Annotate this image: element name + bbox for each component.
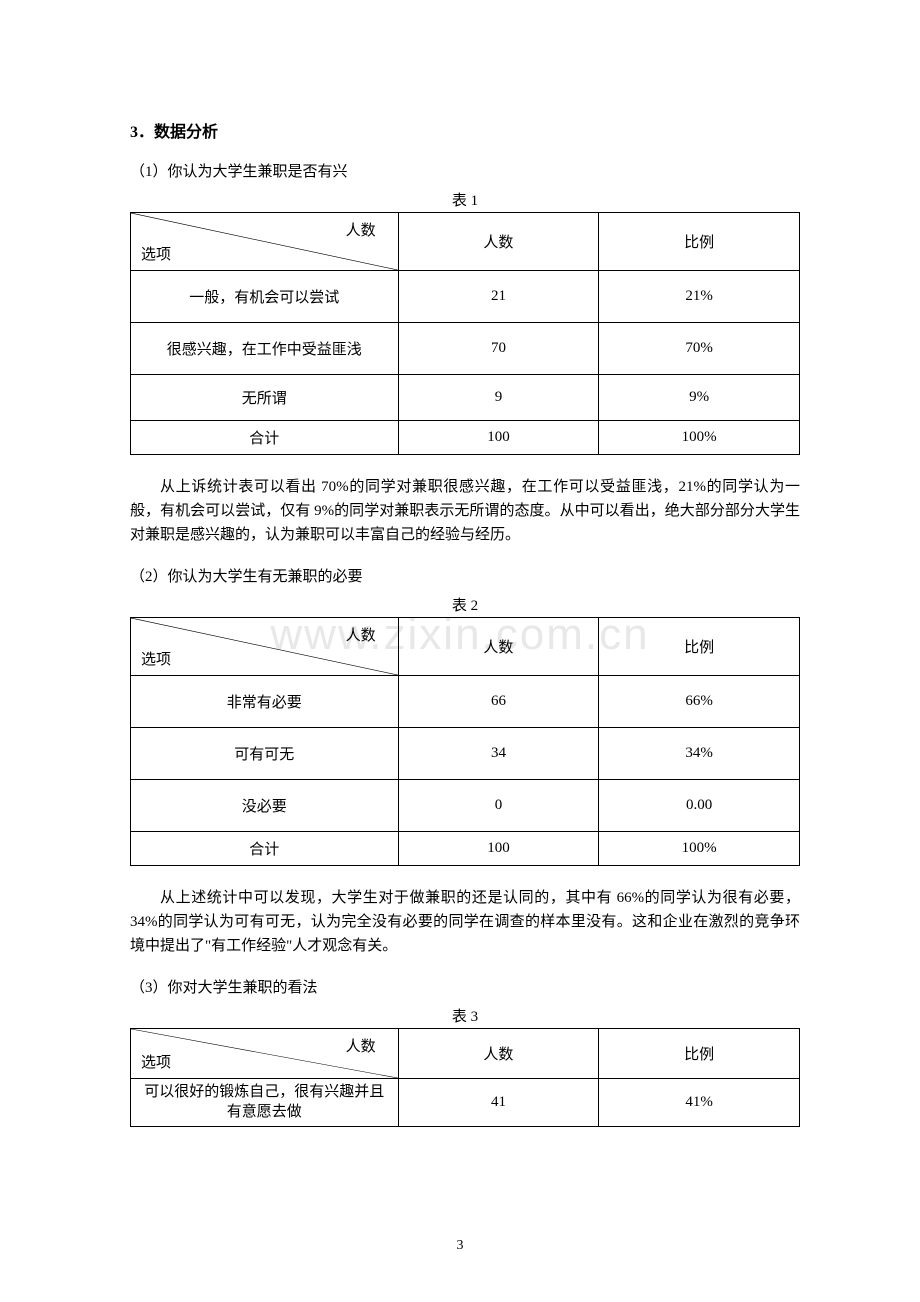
table-2-header-top: 人数 bbox=[346, 624, 376, 645]
cell-pct: 100% bbox=[599, 421, 800, 455]
table-1-col3-header: 比例 bbox=[599, 213, 800, 271]
table-3-header-diag: 人数 选项 bbox=[131, 1029, 399, 1079]
cell-pct: 70% bbox=[599, 323, 800, 375]
table-2-header-bottom: 选项 bbox=[141, 648, 171, 669]
table-1-header-bottom: 选项 bbox=[141, 243, 171, 264]
cell-pct: 21% bbox=[599, 271, 800, 323]
page-number: 3 bbox=[457, 1238, 464, 1254]
cell-count: 9 bbox=[398, 375, 599, 421]
question-3: （3）你对大学生兼职的看法 bbox=[130, 976, 800, 997]
cell-label: 很感兴趣，在工作中受益匪浅 bbox=[131, 323, 399, 375]
cell-label: 没必要 bbox=[131, 780, 399, 832]
cell-count: 100 bbox=[398, 832, 599, 866]
cell-label: 无所谓 bbox=[131, 375, 399, 421]
page-content: 3．数据分析 （1）你认为大学生兼职是否有兴 表 1 人数 选项 人数 比例 一… bbox=[130, 118, 800, 1127]
section-title: 3．数据分析 bbox=[130, 118, 800, 142]
paragraph-1: 从上诉统计表可以看出 70%的同学对兼职很感兴趣，在工作可以受益匪浅，21%的同… bbox=[130, 475, 800, 547]
table-1-caption: 表 1 bbox=[130, 189, 800, 210]
cell-count: 70 bbox=[398, 323, 599, 375]
cell-label: 可以很好的锻炼自己，很有兴趣并且有意愿去做 bbox=[131, 1079, 399, 1127]
table-row: 合计 100 100% bbox=[131, 421, 800, 455]
cell-count: 21 bbox=[398, 271, 599, 323]
table-3-header-top: 人数 bbox=[346, 1035, 376, 1056]
table-row: 非常有必要 66 66% bbox=[131, 676, 800, 728]
cell-pct: 34% bbox=[599, 728, 800, 780]
cell-label: 可有可无 bbox=[131, 728, 399, 780]
table-3-caption: 表 3 bbox=[130, 1005, 800, 1026]
table-row: 没必要 0 0.00 bbox=[131, 780, 800, 832]
cell-pct: 0.00 bbox=[599, 780, 800, 832]
table-row: 很感兴趣，在工作中受益匪浅 70 70% bbox=[131, 323, 800, 375]
table-row: 合计 100 100% bbox=[131, 832, 800, 866]
table-2-caption: 表 2 bbox=[130, 594, 800, 615]
table-3-col3-header: 比例 bbox=[599, 1029, 800, 1079]
table-1-col2-header: 人数 bbox=[398, 213, 599, 271]
table-1-header-diag: 人数 选项 bbox=[131, 213, 399, 271]
table-1-header-top: 人数 bbox=[346, 219, 376, 240]
cell-label: 合计 bbox=[131, 421, 399, 455]
cell-label: 合计 bbox=[131, 832, 399, 866]
cell-label: 一般，有机会可以尝试 bbox=[131, 271, 399, 323]
table-row: 可以很好的锻炼自己，很有兴趣并且有意愿去做 41 41% bbox=[131, 1079, 800, 1127]
cell-label: 非常有必要 bbox=[131, 676, 399, 728]
table-3-col2-header: 人数 bbox=[398, 1029, 599, 1079]
cell-pct: 66% bbox=[599, 676, 800, 728]
cell-count: 100 bbox=[398, 421, 599, 455]
table-2: 人数 选项 人数 比例 非常有必要 66 66% 可有可无 34 34% 没必要… bbox=[130, 617, 800, 866]
cell-count: 66 bbox=[398, 676, 599, 728]
paragraph-2: 从上述统计中可以发现，大学生对于做兼职的还是认同的，其中有 66%的同学认为很有… bbox=[130, 886, 800, 958]
table-2-header-diag: 人数 选项 bbox=[131, 618, 399, 676]
question-1: （1）你认为大学生兼职是否有兴 bbox=[130, 160, 800, 181]
question-2: （2）你认为大学生有无兼职的必要 bbox=[130, 565, 800, 586]
cell-count: 0 bbox=[398, 780, 599, 832]
table-3-header-bottom: 选项 bbox=[141, 1051, 171, 1072]
cell-pct: 100% bbox=[599, 832, 800, 866]
table-3: 人数 选项 人数 比例 可以很好的锻炼自己，很有兴趣并且有意愿去做 41 41% bbox=[130, 1028, 800, 1127]
table-row: 一般，有机会可以尝试 21 21% bbox=[131, 271, 800, 323]
table-row: 无所谓 9 9% bbox=[131, 375, 800, 421]
table-row: 可有可无 34 34% bbox=[131, 728, 800, 780]
table-1: 人数 选项 人数 比例 一般，有机会可以尝试 21 21% 很感兴趣，在工作中受… bbox=[130, 212, 800, 455]
cell-count: 41 bbox=[398, 1079, 599, 1127]
cell-pct: 9% bbox=[599, 375, 800, 421]
cell-pct: 41% bbox=[599, 1079, 800, 1127]
cell-count: 34 bbox=[398, 728, 599, 780]
table-2-col3-header: 比例 bbox=[599, 618, 800, 676]
table-2-col2-header: 人数 bbox=[398, 618, 599, 676]
